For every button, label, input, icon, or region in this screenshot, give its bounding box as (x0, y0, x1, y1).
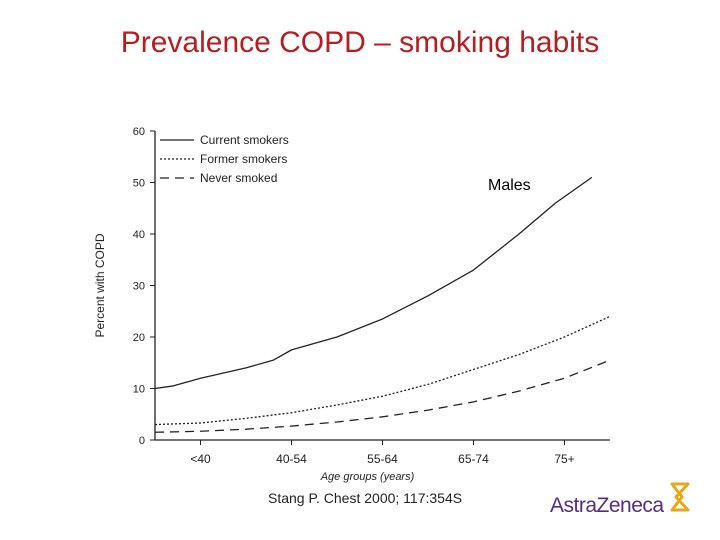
slide-title: Prevalence COPD – smoking habits (120, 26, 600, 59)
x-axis-label: Age groups (years) (320, 471, 415, 483)
annotation-males: Males (488, 177, 531, 194)
series-line-current-smokers (154, 176, 593, 390)
x-tick-label: 55-64 (367, 452, 398, 466)
astrazeneca-mark-icon (670, 482, 690, 512)
y-tick-label: 50 (133, 178, 145, 190)
legend-label: Former smokers (200, 152, 287, 166)
y-tick-label: 0 (139, 435, 145, 447)
astrazeneca-logo: AstraZeneca (550, 494, 664, 517)
x-tick-label: 75+ (554, 452, 574, 466)
y-tick-label: 20 (133, 332, 145, 344)
y-axis-label: Percent with COPD (93, 233, 107, 337)
series-line-former-smokers (154, 315, 611, 426)
x-tick-label: 65-74 (458, 452, 489, 466)
chart-axes: 0 10 20 30 40 50 60 <40 40-54 55-64 65-74 75+ Age gr… (93, 126, 610, 483)
x-tick-label: 40-54 (276, 452, 307, 466)
legend-label: Never smoked (200, 171, 277, 185)
chart-series (154, 176, 611, 433)
y-tick-label: 60 (133, 126, 145, 138)
y-tick-label: 30 (133, 281, 145, 293)
x-tick-label: <40 (190, 452, 211, 466)
y-tick-label: 10 (133, 384, 145, 396)
legend-label: Current smokers (200, 133, 289, 147)
series-line-never-smoked (154, 359, 611, 433)
y-tick-label: 40 (133, 229, 145, 241)
chart-legend: Current smokers Former smokers Never smoke… (160, 133, 289, 185)
citation: Stang P. Chest 2000; 117:354S (268, 490, 463, 506)
